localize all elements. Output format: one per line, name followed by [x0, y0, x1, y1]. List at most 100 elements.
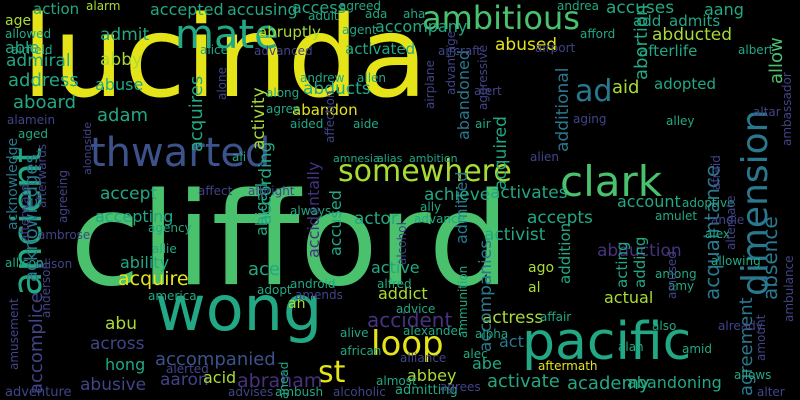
word-affection: affection: [323, 90, 337, 143]
word-activate: activate: [487, 371, 560, 392]
word-ambitious: ambitious: [422, 0, 580, 37]
word-alongside: alongside: [81, 121, 94, 175]
word-pacific: pacific: [522, 312, 692, 372]
word-allen: allen: [357, 71, 387, 85]
word-amusement: amusement: [7, 298, 21, 370]
word-afford: afford: [580, 27, 616, 41]
word-alive: alive: [340, 326, 369, 340]
word-achieve: achieve: [424, 185, 491, 205]
word-wong: wong: [155, 272, 323, 345]
word-allowed: allowed: [5, 27, 52, 41]
word-alternate: alternate: [724, 195, 738, 250]
word-andrew: andrew: [300, 71, 345, 85]
word-aide: aide: [353, 117, 379, 131]
word-advanced: advanced: [254, 44, 313, 58]
word-adventure: adventure: [5, 385, 72, 400]
word-aircraft: aircraft: [438, 44, 481, 58]
word-amid: amid: [682, 342, 712, 356]
word-agent: agent: [342, 23, 377, 37]
word-ambassador: ambassador: [780, 72, 794, 146]
word-abu: abu: [105, 314, 137, 334]
word-al: al: [528, 280, 541, 296]
word-alpha: alpha: [475, 327, 509, 341]
word-amends: amends: [295, 288, 343, 302]
word-altar: altar: [753, 105, 781, 119]
word-amnesia: amnesia: [333, 152, 380, 165]
word-acid: acid: [203, 368, 237, 387]
word-ad: ad: [575, 74, 613, 109]
word-always: always: [290, 204, 332, 218]
word-alec: alec: [463, 347, 488, 361]
word-aid: aid: [612, 77, 640, 98]
word-ago: ago: [528, 260, 555, 276]
word-afterward: afterward: [18, 184, 32, 242]
word-along: along: [266, 86, 300, 100]
word-amused: amused: [665, 251, 679, 299]
word-airplane: airplane: [423, 60, 437, 109]
word-ah: ah: [288, 296, 306, 312]
word-adopted: adopted: [654, 75, 717, 93]
word-alias: alias: [377, 152, 403, 165]
word-acquired: acquired: [491, 116, 511, 190]
word-allowing: allowing: [711, 254, 761, 268]
word-agreeing: agreeing: [56, 170, 70, 223]
word-alone: alone: [215, 66, 229, 100]
word-afraid: afraid: [709, 155, 723, 190]
word-aboard: aboard: [13, 92, 77, 113]
word-aaron: aaron: [160, 370, 209, 390]
word-additional: additional: [553, 67, 573, 152]
word-clark: clark: [560, 157, 663, 206]
word-ambush: ambush: [275, 385, 324, 399]
word-hong: hong: [105, 355, 146, 374]
word-abused: abused: [495, 35, 558, 55]
word-admit: admit: [100, 25, 150, 45]
word-alfred: alfred: [377, 277, 412, 291]
word-abandoning: abandoning: [627, 373, 722, 392]
word-ali: ali: [232, 150, 247, 164]
word-address: address: [8, 70, 79, 91]
word-advantage: advantage: [444, 30, 458, 95]
word-adoptive: adoptive: [682, 196, 735, 210]
word-absence: absence: [758, 216, 782, 300]
word-accepts: accepts: [527, 208, 593, 228]
word-adding: adding: [631, 236, 649, 288]
word-aha: aha: [403, 7, 426, 21]
word-alter: alter: [757, 385, 785, 399]
word-alexander: alexander: [403, 324, 463, 338]
word-abe: abe: [472, 354, 502, 373]
word-admiral: admiral: [6, 51, 71, 71]
word-alien: alien: [530, 150, 560, 164]
word-abandon: abandon: [292, 101, 358, 119]
word-abraham: abraham: [237, 370, 323, 392]
word-advice: advice: [396, 302, 436, 316]
word-activist: activist: [484, 225, 546, 245]
word-allie: allie: [152, 242, 177, 256]
word-among: among: [655, 267, 697, 281]
word-almost: almost: [376, 374, 417, 388]
word-abducted: abducted: [652, 25, 733, 45]
word-accuses: accuses: [606, 0, 675, 18]
word-loop: loop: [371, 324, 444, 364]
word-account: account: [617, 192, 681, 211]
word-ambition: ambition: [409, 152, 458, 165]
word-america: america: [148, 289, 197, 303]
word-abruptly: abruptly: [258, 23, 321, 41]
word-ace: ace: [248, 259, 281, 280]
word-abducts: abducts: [303, 79, 371, 99]
word-accepted: accepted: [150, 0, 224, 19]
word-andrea: andrea: [557, 0, 599, 13]
word-academy: academy: [567, 373, 650, 394]
word-add: add: [633, 12, 662, 30]
word-st: st: [318, 355, 346, 390]
word-alcoholic: alcoholic: [333, 385, 386, 399]
word-lucinda: lucinda: [22, 0, 428, 123]
word-advance: advance: [414, 212, 466, 226]
word-alarm: alarm: [86, 0, 121, 13]
word-andie: andie: [711, 213, 745, 227]
word-alice: alice: [200, 43, 229, 57]
word-accused: accused: [326, 190, 345, 256]
word-airfield: airfield: [11, 43, 53, 57]
word-actor: actor: [354, 209, 398, 229]
word-aged: aged: [18, 127, 48, 141]
